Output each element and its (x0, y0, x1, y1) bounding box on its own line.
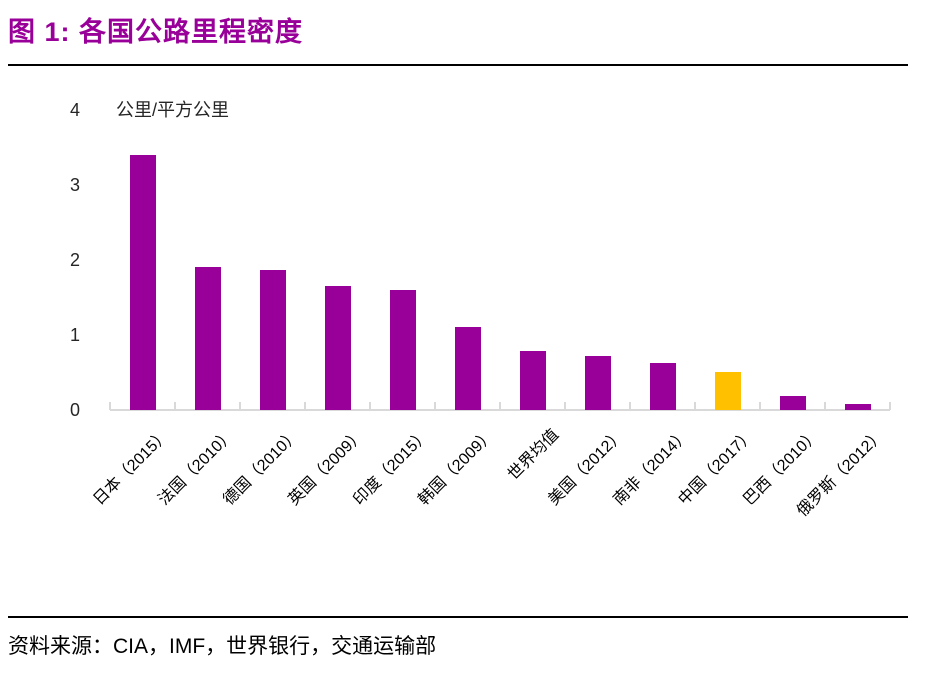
bar-8 (585, 356, 611, 410)
title-divider-line (8, 64, 908, 66)
bar-7 (520, 351, 546, 410)
x-axis-tick-mark (109, 402, 111, 410)
x-axis-tick-mark (694, 402, 696, 410)
bar-3 (260, 270, 286, 410)
y-axis-tick-label: 0 (69, 400, 80, 420)
bar-6 (455, 327, 481, 410)
x-axis-tick-mark (369, 402, 371, 410)
x-axis-tick-mark (304, 402, 306, 410)
x-axis-tick-mark (889, 402, 891, 410)
source-note: 资料来源：CIA，IMF，世界银行，交通运输部 (8, 635, 437, 658)
bar-12 (845, 404, 871, 410)
x-axis-tick-mark (759, 402, 761, 410)
x-axis-tick-mark (564, 402, 566, 410)
figure-title: 图 1: 各国公路里程密度 (8, 17, 304, 47)
bar-10 (715, 372, 741, 410)
y-axis-tick-label: 4 (69, 100, 80, 120)
bar-11 (780, 396, 806, 410)
bar-5 (390, 290, 416, 410)
plot-area: 4 3 2 1 0 日本（2015） 法国（2010） 德国（2010） 英国（2009） 印度（… (69, 100, 891, 520)
y-axis-unit-label: 公里/平方公里 (116, 100, 230, 120)
bar-4 (325, 286, 351, 410)
footer-divider-line (8, 616, 908, 618)
x-axis-tick-mark (629, 402, 631, 410)
y-axis-tick-label: 1 (69, 325, 80, 345)
bar-2 (195, 267, 221, 410)
y-axis-tick-label: 3 (69, 175, 80, 195)
x-axis-tick-mark (174, 402, 176, 410)
x-axis-tick-mark (434, 402, 436, 410)
x-axis-category-label: 世界均值 (505, 426, 563, 484)
bar-9 (650, 363, 676, 410)
x-axis-tick-mark (824, 402, 826, 410)
bar-1 (130, 155, 156, 410)
y-axis-tick-label: 2 (69, 250, 80, 270)
x-axis-tick-mark (499, 402, 501, 410)
x-axis-tick-mark (239, 402, 241, 410)
x-axis-line (110, 409, 890, 411)
